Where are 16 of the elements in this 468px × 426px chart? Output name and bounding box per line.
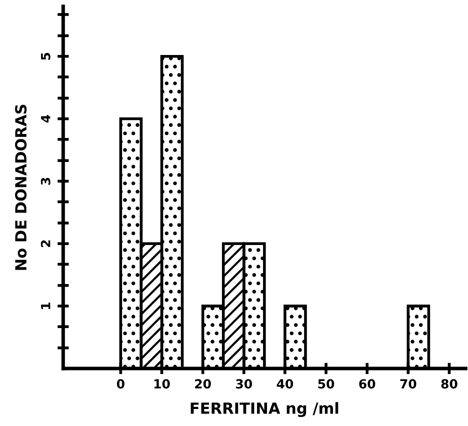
- x-tick-label: 50: [318, 379, 334, 389]
- y-tick-label: 2: [40, 240, 50, 247]
- x-tick-label: 60: [359, 379, 376, 389]
- x-tick-label: 70: [400, 379, 416, 389]
- x-axis-title: FERRITINA ng /ml: [190, 402, 338, 418]
- y-tick-label: 5: [41, 52, 50, 60]
- x-tick-label: 40: [276, 379, 294, 389]
- y-tick-label: 1: [41, 302, 50, 309]
- x-tick-label: 10: [154, 379, 170, 389]
- x-tick-label: 20: [195, 379, 211, 389]
- y-tick-label: 4: [41, 114, 50, 123]
- y-axis-title: No DE DONADORAS: [15, 104, 27, 270]
- y-tick-label: 3: [40, 178, 50, 185]
- x-tick-label: 80: [441, 379, 458, 389]
- x-tick-label: 30: [236, 379, 252, 389]
- x-tick-label: 0: [116, 379, 124, 389]
